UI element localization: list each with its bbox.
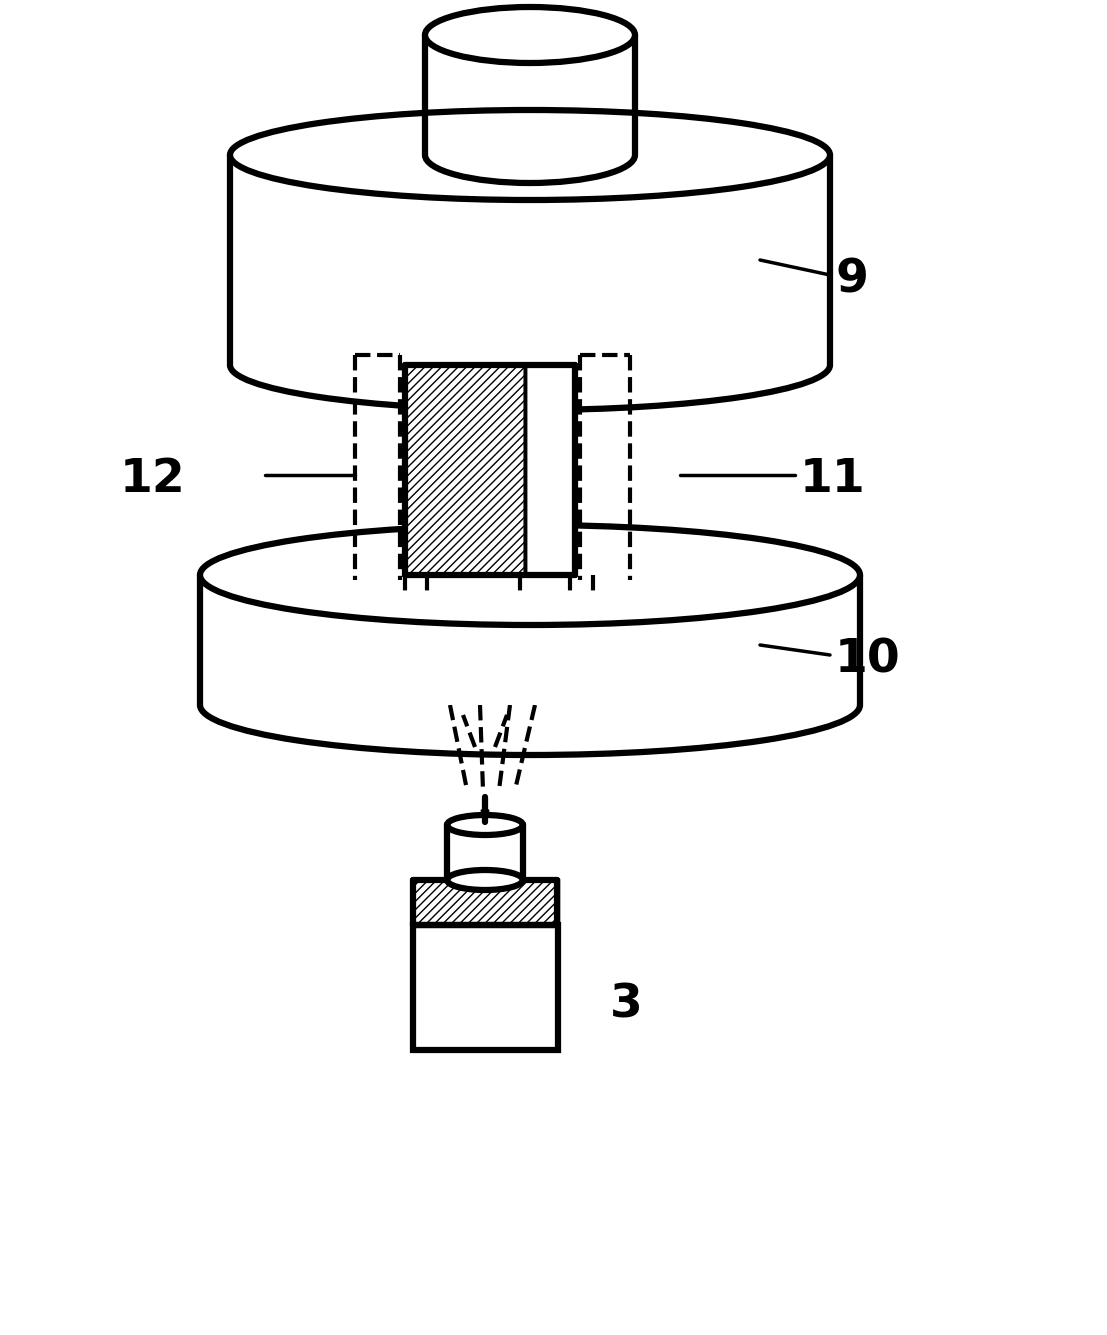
Bar [200,575,860,705]
Bar [447,825,523,880]
Text: 12: 12 [120,458,186,502]
Text: 9: 9 [835,258,868,303]
Ellipse shape [200,525,860,625]
Text: 11: 11 [800,458,866,502]
Text: 3: 3 [610,983,643,1028]
Bar [405,364,525,575]
Text: 10: 10 [835,638,901,682]
Bar [230,155,830,364]
Ellipse shape [230,109,830,200]
Bar [413,925,558,1051]
Bar [413,880,558,925]
Ellipse shape [447,814,523,834]
Bar [345,364,640,575]
Bar [525,364,575,575]
Ellipse shape [425,7,635,63]
Ellipse shape [447,870,523,890]
Bar [425,35,635,155]
